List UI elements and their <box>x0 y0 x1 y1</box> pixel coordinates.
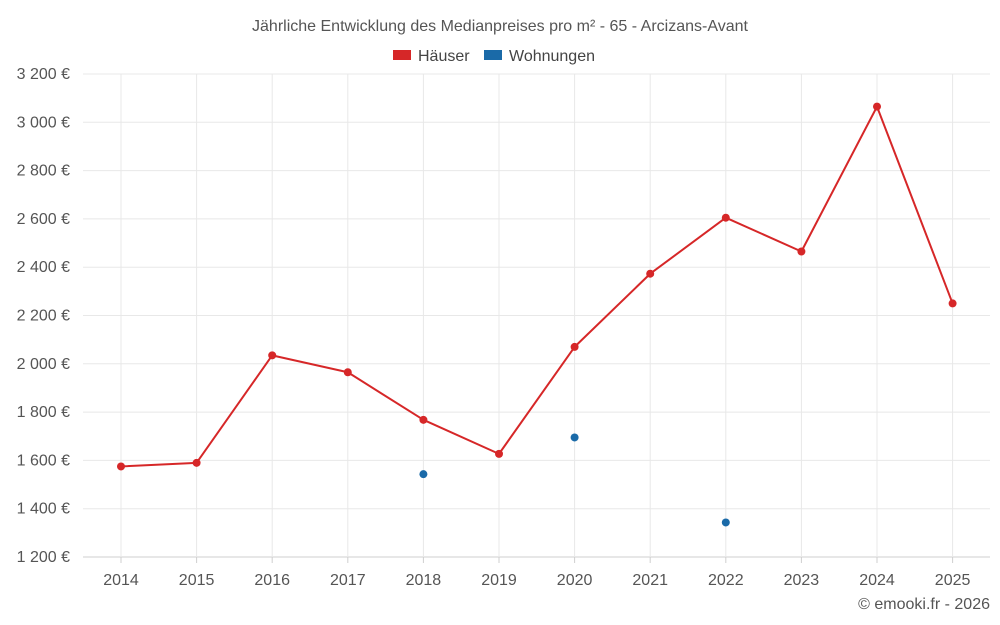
data-point-houses[interactable] <box>797 247 806 256</box>
y-tick-label: 2 600 € <box>17 211 70 228</box>
data-point-apartments[interactable] <box>721 518 730 527</box>
data-point-houses[interactable] <box>192 458 201 467</box>
data-point-houses[interactable] <box>646 269 655 278</box>
grid <box>83 73 990 563</box>
data-point-houses[interactable] <box>419 415 428 424</box>
x-tick-label: 2015 <box>179 572 215 589</box>
x-tick-label: 2016 <box>254 572 290 589</box>
legend-label-houses[interactable]: Häuser <box>418 48 470 65</box>
legend-swatch-apartments <box>484 50 502 60</box>
x-tick-label: 2023 <box>784 572 820 589</box>
data-point-houses[interactable] <box>268 351 277 360</box>
y-tick-label: 1 200 € <box>17 549 70 566</box>
data-point-houses[interactable] <box>948 299 957 308</box>
legend-label-apartments[interactable]: Wohnungen <box>509 48 595 65</box>
x-tick-label: 2018 <box>406 572 442 589</box>
x-tick-label: 2014 <box>103 572 139 589</box>
x-tick-label: 2025 <box>935 572 971 589</box>
x-tick-label: 2020 <box>557 572 593 589</box>
legend: Häuser Wohnungen <box>393 48 595 65</box>
series-line-houses <box>120 105 954 468</box>
y-tick-label: 2 000 € <box>17 356 70 373</box>
y-tick-label: 1 600 € <box>17 452 70 469</box>
y-tick-label: 2 200 € <box>17 308 70 325</box>
data-point-houses[interactable] <box>721 213 730 222</box>
x-tick-label: 2024 <box>859 572 895 589</box>
series <box>117 102 957 527</box>
x-axis-labels: 2014 2015 2016 2017 2018 2019 2020 2021 2022 2023… <box>103 572 970 589</box>
data-point-houses[interactable] <box>873 102 881 111</box>
data-point-apartments[interactable] <box>419 470 428 479</box>
y-tick-label: 3 000 € <box>17 114 70 131</box>
data-point-houses[interactable] <box>570 342 579 351</box>
y-tick-label: 3 200 € <box>17 66 70 83</box>
chart-title: Jährliche Entwicklung des Medianpreises … <box>252 18 748 35</box>
x-tick-label: 2017 <box>330 572 366 589</box>
data-point-houses[interactable] <box>495 449 503 458</box>
legend-swatch-houses <box>393 50 411 60</box>
y-axis-labels: 1 200 € 1 400 € 1 600 € 1 800 € 2 000 € 2 200… <box>17 66 70 566</box>
copyright-text: © emooki.fr - 2026 <box>858 596 990 613</box>
y-tick-label: 1 400 € <box>17 501 70 518</box>
y-tick-label: 2 400 € <box>17 259 70 276</box>
x-tick-label: 2019 <box>481 572 517 589</box>
data-point-houses[interactable] <box>117 462 125 471</box>
y-tick-label: 1 800 € <box>17 404 70 421</box>
y-tick-label: 2 800 € <box>17 163 70 180</box>
data-point-apartments[interactable] <box>570 433 579 442</box>
x-tick-label: 2021 <box>632 572 668 589</box>
x-tick-label: 2022 <box>708 572 744 589</box>
data-point-houses[interactable] <box>343 368 352 377</box>
